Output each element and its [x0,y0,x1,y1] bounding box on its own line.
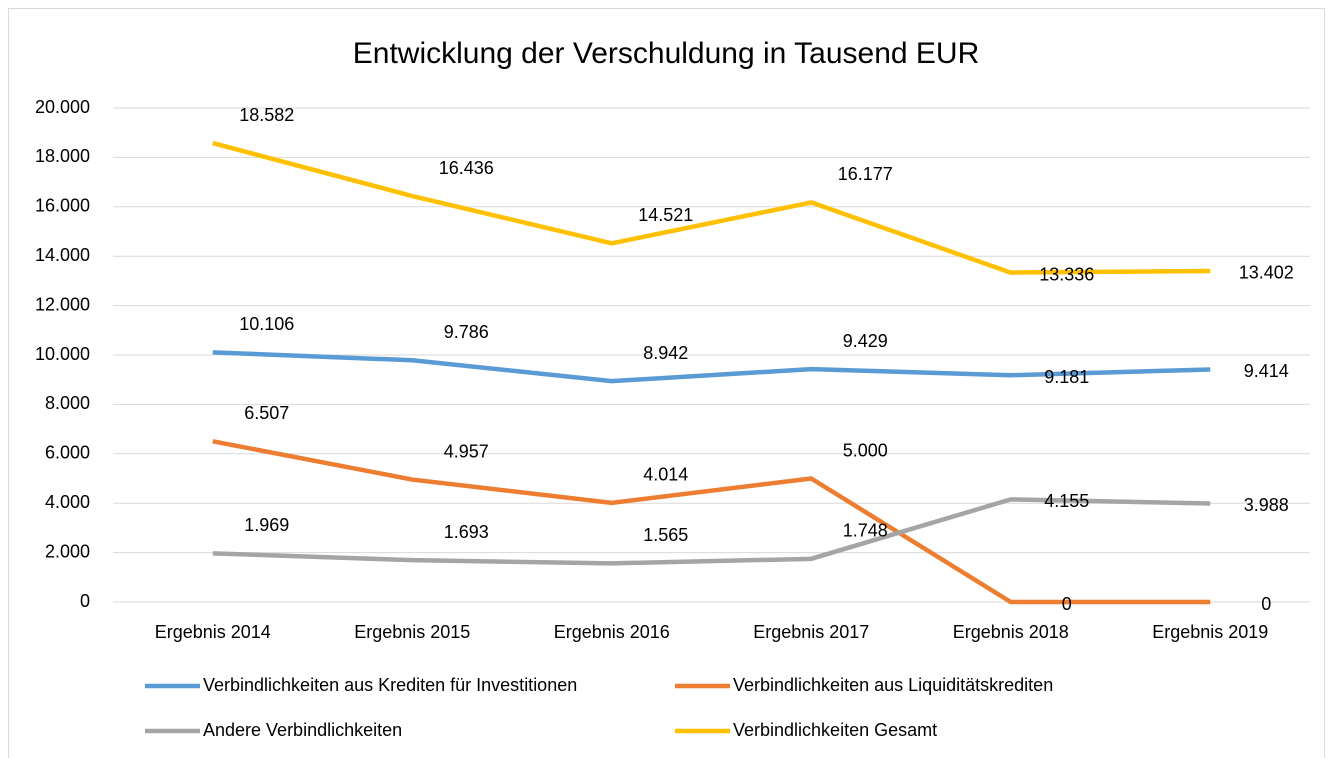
series-line [212,140,1211,275]
data-label: 9.429 [843,331,888,351]
data-label: 1.693 [444,522,489,542]
x-tick-label: Ergebnis 2016 [554,622,670,642]
data-label: 1.748 [843,521,888,541]
y-tick-label: 10.000 [35,344,90,364]
legend-label: Verbindlichkeiten Gesamt [733,720,937,740]
data-label: 5.000 [843,440,888,460]
legend-label: Verbindlichkeiten aus Krediten für Inves… [203,675,577,695]
data-label: 1.969 [244,515,289,535]
chart-border [8,8,1325,758]
data-label: 9.181 [1044,367,1089,387]
data-label: 13.402 [1239,263,1294,283]
y-tick-label: 20.000 [35,97,90,117]
data-label: 18.582 [239,105,294,125]
data-label: 4.155 [1044,491,1089,511]
data-label: 0 [1261,594,1271,614]
x-tick-label: Ergebnis 2019 [1152,622,1268,642]
data-label: 8.942 [643,343,688,363]
y-tick-label: 2.000 [45,541,90,561]
data-label: 0 [1062,594,1072,614]
series-line [212,497,1211,566]
y-tick-label: 8.000 [45,393,90,413]
data-label: 13.336 [1039,264,1094,284]
y-tick-label: 4.000 [45,492,90,512]
data-label: 9.786 [444,322,489,342]
legend-label: Verbindlichkeiten aus Liquiditätskredite… [733,675,1053,695]
y-tick-label: 14.000 [35,245,90,265]
y-tick-label: 0 [80,591,90,611]
x-tick-label: Ergebnis 2015 [354,622,470,642]
y-tick-label: 18.000 [35,146,90,166]
data-label: 14.521 [638,205,693,225]
x-tick-label: Ergebnis 2018 [953,622,1069,642]
x-tick-label: Ergebnis 2014 [155,622,271,642]
data-label: 16.436 [439,158,494,178]
series-line [212,439,1211,605]
y-tick-label: 16.000 [35,196,90,216]
data-label: 9.414 [1244,361,1289,381]
legend-label: Andere Verbindlichkeiten [203,720,402,740]
data-label: 10.106 [239,314,294,334]
series-line [212,350,1211,384]
data-label: 16.177 [838,164,893,184]
data-label: 4.014 [643,465,688,485]
chart-title: Entwicklung der Verschuldung in Tausend … [353,37,979,70]
y-tick-label: 6.000 [45,443,90,463]
x-tick-label: Ergebnis 2017 [753,622,869,642]
y-tick-label: 12.000 [35,294,90,314]
data-label: 6.507 [244,403,289,423]
data-label: 1.565 [643,525,688,545]
data-label: 4.957 [444,441,489,461]
data-label: 3.988 [1244,495,1289,515]
